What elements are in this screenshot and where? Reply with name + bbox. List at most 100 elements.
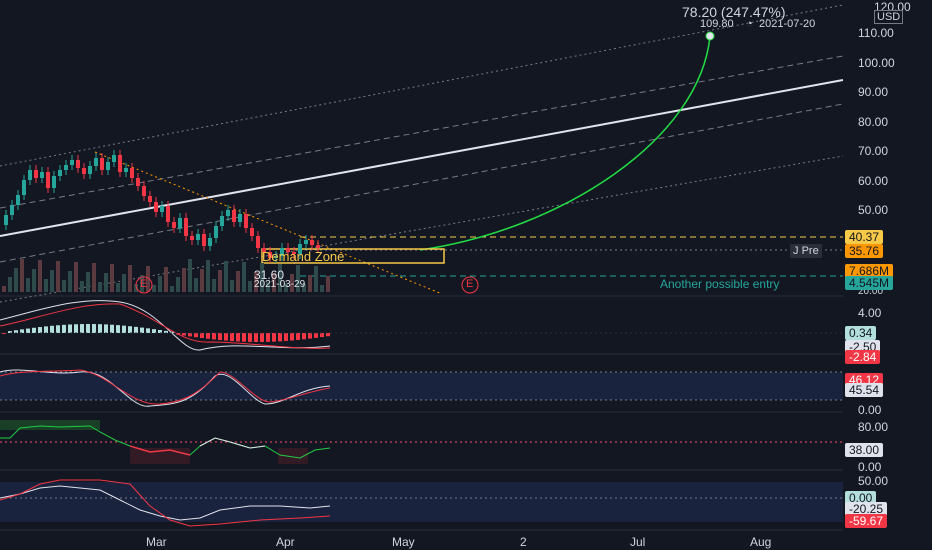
candle-body bbox=[148, 196, 152, 202]
rsi-tag: 38.00 bbox=[845, 443, 884, 457]
volume-bar bbox=[74, 262, 78, 292]
volume-bar bbox=[296, 265, 300, 292]
volume-bar bbox=[260, 263, 264, 292]
rsi-tick: 0.00 bbox=[858, 460, 882, 474]
osc-tick: 50.00 bbox=[858, 474, 889, 488]
macd-hist-bar bbox=[50, 325, 54, 333]
macd-hist-bar bbox=[44, 326, 48, 333]
candle-body bbox=[310, 240, 314, 245]
earnings-marker-1[interactable]: E bbox=[140, 278, 148, 290]
volume-bar bbox=[20, 259, 24, 292]
volume-bar bbox=[218, 270, 222, 292]
candle-body bbox=[52, 176, 56, 188]
candle-body bbox=[166, 206, 170, 222]
volume-bar bbox=[32, 269, 36, 292]
volume-bar bbox=[2, 286, 6, 292]
volume-bar bbox=[254, 272, 258, 292]
volume-bar bbox=[326, 276, 330, 292]
price-tick: 20.00 bbox=[858, 286, 884, 297]
macd-hist-bar bbox=[188, 333, 192, 337]
candle-body bbox=[280, 248, 284, 256]
macd-hist-tag: 0.34 bbox=[845, 326, 877, 340]
macd-hist-bar bbox=[68, 324, 72, 333]
stoch-tick: 0.00 bbox=[858, 403, 882, 417]
macd-hist-bar bbox=[8, 331, 12, 333]
candle-body bbox=[94, 158, 98, 166]
volume-bar bbox=[134, 284, 138, 292]
premarket-badge[interactable]: J Pre bbox=[790, 244, 822, 258]
volume-bar bbox=[206, 260, 210, 292]
macd-hist-bar bbox=[56, 325, 60, 333]
volume-bar bbox=[194, 278, 198, 292]
macd-hist-bar bbox=[164, 330, 168, 333]
volume-bar bbox=[200, 269, 204, 292]
macd-hist-bar bbox=[284, 333, 288, 341]
candle-body bbox=[46, 172, 50, 188]
macd-hist-bar bbox=[290, 333, 294, 341]
volume-bar bbox=[152, 285, 156, 292]
macd-hist-bar bbox=[302, 333, 306, 340]
volume-bar bbox=[212, 279, 216, 292]
time-tick: Jul bbox=[630, 535, 646, 549]
candle-body bbox=[88, 166, 92, 174]
macd-hist-bar bbox=[110, 324, 114, 333]
macd-hist-bar bbox=[128, 326, 132, 333]
volume-bar bbox=[170, 286, 174, 292]
volume-bar bbox=[320, 285, 324, 292]
macd-hist-bar bbox=[224, 333, 228, 341]
macd-hist-bar bbox=[218, 333, 222, 341]
macd-hist-bar bbox=[20, 329, 24, 333]
candle-body bbox=[316, 245, 320, 248]
volume-bar bbox=[92, 263, 96, 292]
volume-bar bbox=[140, 275, 144, 292]
candle-body bbox=[70, 160, 74, 165]
demand-zone-label[interactable]: Demand Zone bbox=[262, 249, 345, 264]
candle-body bbox=[190, 236, 194, 240]
candle-body bbox=[142, 186, 146, 196]
volume-bar bbox=[122, 274, 126, 292]
macd-hist-bar bbox=[86, 324, 90, 333]
volume-bar bbox=[98, 282, 102, 292]
volume-bar bbox=[128, 265, 132, 292]
macd-hist-bar bbox=[194, 333, 198, 338]
volume-bar bbox=[146, 266, 150, 292]
candle-body bbox=[118, 155, 122, 172]
macd-hist-bar bbox=[206, 333, 210, 339]
currency-badge[interactable]: USD bbox=[874, 10, 904, 24]
candle-body bbox=[76, 160, 80, 168]
volume-bar bbox=[164, 267, 168, 292]
price-tick: 50.00 bbox=[858, 203, 889, 217]
macd-hist-bar bbox=[104, 324, 108, 333]
candle-body bbox=[232, 210, 236, 222]
candle-body bbox=[64, 165, 68, 170]
volume-bar bbox=[230, 280, 234, 292]
volume-bar bbox=[236, 271, 240, 292]
volume-bar bbox=[56, 261, 60, 292]
macd-hist-bar bbox=[98, 324, 102, 333]
macd-hist-bar bbox=[26, 328, 30, 333]
volume-bar bbox=[80, 281, 84, 292]
candle-body bbox=[10, 205, 14, 215]
earnings-marker-2[interactable]: E bbox=[466, 278, 474, 290]
volume-bar bbox=[50, 270, 54, 292]
candle-body bbox=[256, 236, 260, 248]
candle-body bbox=[286, 248, 290, 252]
premarket-price-tag: 35.76 bbox=[845, 244, 884, 258]
candle-body bbox=[196, 234, 200, 240]
candle-body bbox=[184, 218, 188, 236]
macd-hist-bar bbox=[152, 329, 156, 333]
clock-icon: ◔ bbox=[746, 18, 753, 30]
macd-hist-bar bbox=[320, 333, 324, 338]
volume-bar bbox=[116, 283, 120, 292]
volume-tag-2: 4.545M bbox=[845, 276, 894, 290]
candle-body bbox=[262, 248, 266, 252]
low-price-label: 31.60 bbox=[254, 268, 285, 282]
candle-body bbox=[4, 215, 8, 225]
macd-hist-bar bbox=[212, 333, 216, 340]
candle-body bbox=[112, 155, 116, 162]
price-tick: 70.00 bbox=[858, 144, 889, 158]
candle-body bbox=[82, 168, 86, 174]
time-tick: Apr bbox=[276, 535, 295, 549]
macd-hist-bar bbox=[182, 333, 186, 336]
